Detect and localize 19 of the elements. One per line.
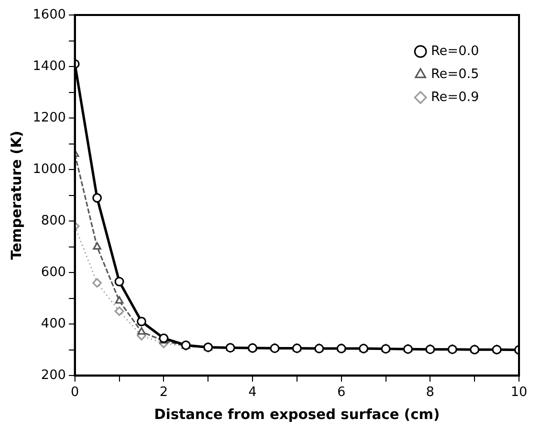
x-tick-label: 2 xyxy=(160,384,168,400)
x-tick-label: 10 xyxy=(510,384,528,400)
y-tick-label: 200 xyxy=(41,368,66,383)
legend-label: Re=0.0 xyxy=(430,44,479,59)
y-tick-label: 800 xyxy=(41,213,66,228)
legend-label: Re=0.5 xyxy=(430,66,479,82)
y-tick-label: 1000 xyxy=(32,162,66,177)
x-axis-title: Distance from exposed surface (cm) xyxy=(154,407,440,424)
x-tick-label: 6 xyxy=(337,384,346,400)
x-tick-label: 8 xyxy=(426,384,434,400)
y-tick-label: 1400 xyxy=(32,58,66,74)
y-tick-label: 400 xyxy=(41,316,66,332)
y-axis-title: Temperature (K) xyxy=(9,130,26,260)
y-tick-label: 600 xyxy=(41,264,66,280)
x-tick-label: 0 xyxy=(70,384,80,400)
legend-label: Re=0.9 xyxy=(430,90,479,105)
y-tick-label: 1600 xyxy=(32,7,66,22)
x-tick-label: 4 xyxy=(248,384,257,400)
y-tick-label: 1200 xyxy=(32,110,66,126)
